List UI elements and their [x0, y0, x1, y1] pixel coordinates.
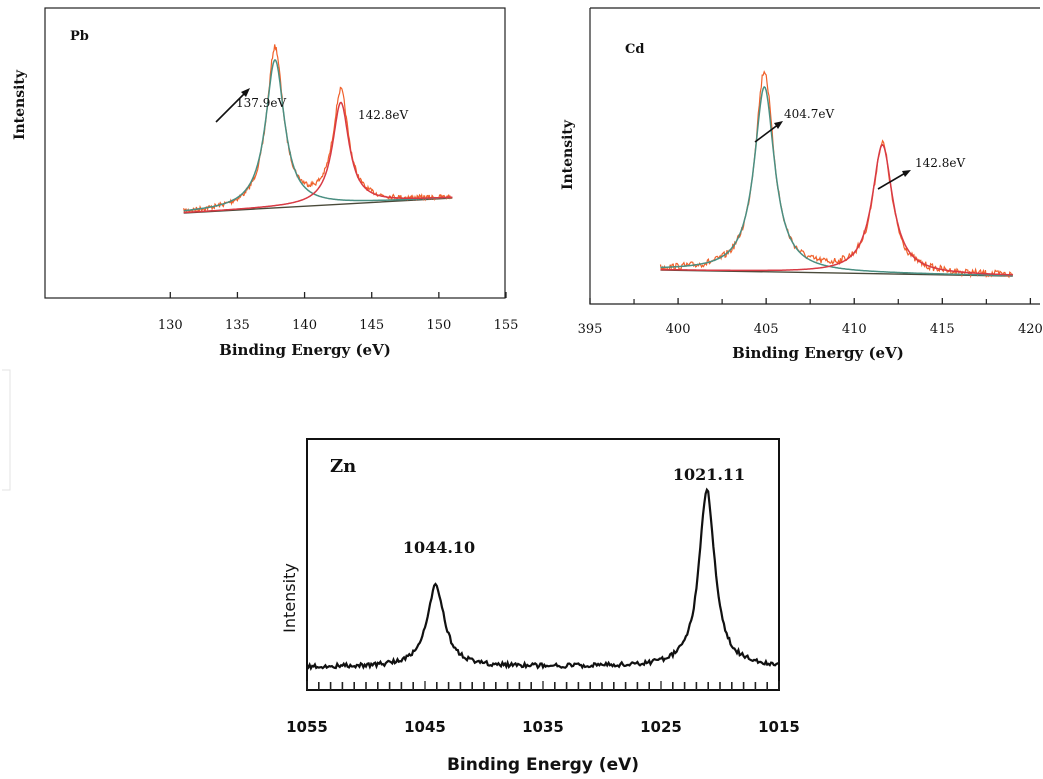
bracket-artifact — [2, 369, 11, 491]
x-tick-label: 1055 — [286, 718, 328, 736]
peak-annotation: 142.8eV — [358, 108, 408, 122]
peak-annotation: 142.8eV — [915, 156, 965, 170]
zn-spectrum — [306, 487, 780, 671]
peak-annotation: 404.7eV — [784, 107, 834, 121]
panel-pb: Pb 130 135 140 145 150 155 Intensity Binding … — [12, 7, 519, 359]
peak-annotation: 137.9eV — [236, 96, 286, 110]
y-axis-label: Intensity — [560, 119, 576, 190]
annotation-arrow — [877, 171, 908, 190]
x-axis-label: Binding Energy (eV) — [447, 755, 639, 775]
x-tick-label: 405 — [754, 322, 779, 337]
x-tick-label: 130 — [158, 318, 183, 333]
fit-curve-2 — [660, 143, 1013, 276]
annotation-arrow — [754, 123, 780, 143]
x-tick-label: 140 — [292, 318, 317, 333]
peak-annotation: 1021.11 — [673, 465, 745, 484]
panel-cd: Cd 395 400 405 410 415 420 Intensity Binding … — [560, 7, 1043, 362]
x-axis-label: Binding Energy (eV) — [219, 341, 391, 359]
experimental-spectrum — [659, 70, 1014, 279]
x-axis-ticks: 130 135 140 145 150 155 — [158, 292, 519, 333]
x-axis-label: Binding Energy (eV) — [732, 344, 904, 362]
x-axis-ticks: 395 400 405 410 415 420 — [578, 298, 1043, 337]
panel-label: Zn — [330, 456, 356, 477]
x-tick-label: 410 — [842, 322, 867, 337]
x-tick-label: 155 — [494, 318, 519, 333]
panel-label: Pb — [70, 29, 89, 44]
fit-curve-2 — [183, 101, 453, 214]
arrowhead — [902, 170, 911, 177]
peak-annotation: 1044.10 — [403, 538, 475, 557]
x-tick-label: 1025 — [640, 718, 682, 736]
fit-curve-1 — [183, 59, 453, 212]
x-tick-label: 415 — [930, 322, 955, 337]
arrowhead — [241, 88, 250, 97]
panel-zn: Zn 1055 1045 1035 1025 1015 Intensity Bindin… — [280, 438, 800, 775]
plot-frame — [589, 8, 1040, 305]
y-axis-label: Intensity — [12, 69, 28, 140]
y-axis-label: Intensity — [280, 563, 299, 633]
x-tick-label: 1015 — [758, 718, 800, 736]
plot-curves — [183, 44, 453, 214]
x-tick-label: 1045 — [404, 718, 446, 736]
x-tick-label: 395 — [578, 322, 603, 337]
x-tick-label: 420 — [1018, 322, 1043, 337]
x-tick-label: 1035 — [522, 718, 564, 736]
experimental-spectrum — [183, 44, 453, 213]
x-tick-label: 400 — [666, 322, 691, 337]
annotation-arrow — [215, 91, 247, 123]
panel-label: Cd — [625, 42, 644, 57]
plot-curves — [306, 487, 780, 671]
plot-curves — [659, 70, 1014, 279]
x-tick-label: 150 — [426, 318, 451, 333]
fit-curve-1 — [660, 85, 1013, 277]
plot-frame — [44, 7, 506, 299]
x-tick-label: 145 — [359, 318, 384, 333]
arrowhead — [774, 121, 783, 129]
x-axis-ticks: 1055 1045 1035 1025 1015 — [286, 681, 800, 736]
x-tick-label: 135 — [225, 318, 250, 333]
